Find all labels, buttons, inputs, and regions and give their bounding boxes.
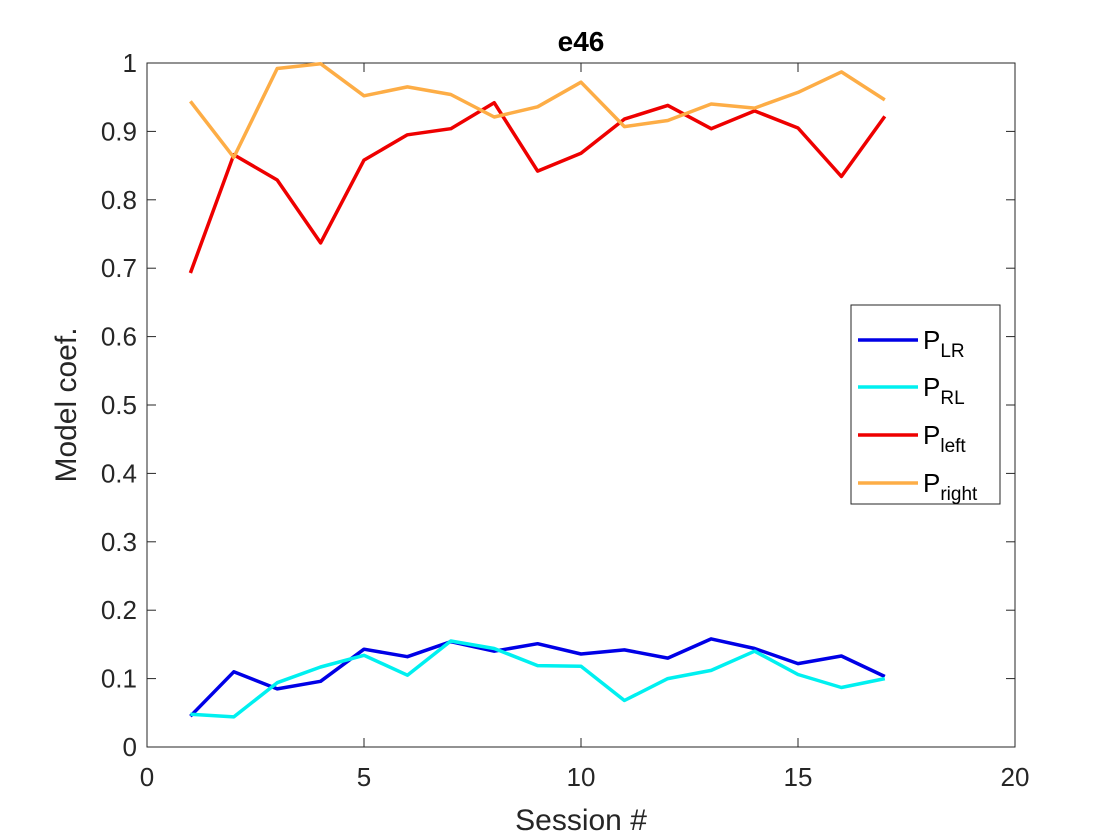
y-tick-label: 0 [123, 732, 137, 762]
x-tick-label: 20 [1001, 762, 1030, 792]
axis-ticks: 0 5 10 15 20 0 0.1 0.2 0.3 0.4 0.5 0.6 0.7 0.8 0.9 1 [101, 48, 1030, 792]
x-tick-label: 15 [784, 762, 813, 792]
x-axis-label: Session # [515, 804, 647, 837]
y-tick-label: 0.7 [101, 253, 137, 283]
y-tick-label: 0.2 [101, 595, 137, 625]
y-tick-label: 0.3 [101, 527, 137, 557]
y-tick-label: 0.9 [101, 116, 137, 146]
series-line-right [189, 61, 886, 160]
x-tick-label: 5 [357, 762, 371, 792]
series-line-lr [189, 637, 886, 718]
y-tick-label: 0.4 [101, 458, 137, 488]
series-line-rl [190, 639, 886, 719]
series-lines [188, 61, 887, 719]
legend-box [850, 304, 1001, 505]
x-tick-label: 10 [567, 762, 596, 792]
y-tick-label: 0.5 [101, 390, 137, 420]
y-axis-label: Model coef. [50, 327, 83, 482]
x-tick-label: 0 [140, 762, 154, 792]
y-tick-label: 0.6 [101, 322, 137, 352]
y-tick-label: 0.8 [101, 185, 137, 215]
y-tick-label: 1 [123, 48, 137, 78]
y-tick-label: 0.1 [101, 664, 137, 694]
chart-title: e46 [558, 26, 605, 57]
series-line-left [188, 100, 887, 274]
